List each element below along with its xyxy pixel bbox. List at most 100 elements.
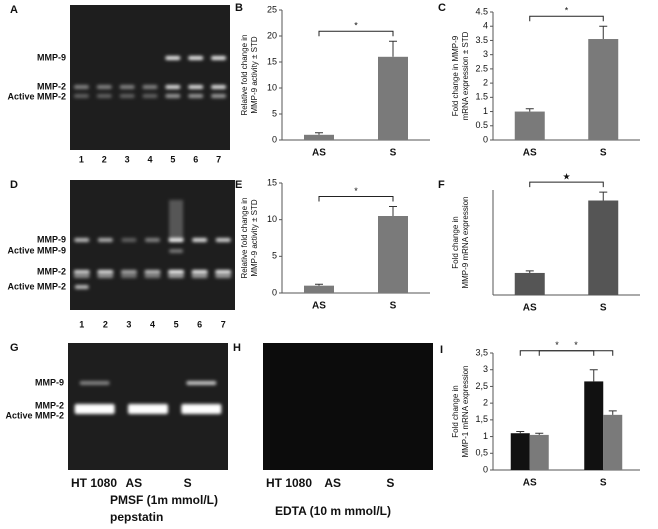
gel-band <box>191 274 208 278</box>
gel-band <box>144 270 161 274</box>
y-tick-label: 1 <box>483 106 488 116</box>
error-bar <box>315 283 323 286</box>
band-label: MMP-9 <box>37 52 66 62</box>
error-bar <box>599 25 608 40</box>
y-tick-label: 0.5 <box>475 120 488 130</box>
x-tick-label: AS <box>523 478 537 489</box>
bar <box>529 434 549 470</box>
y-tick-label: 3 <box>483 49 488 59</box>
error-bar <box>525 270 534 273</box>
gel-band <box>120 270 137 274</box>
gel-band <box>74 285 89 289</box>
y-tick-label: 0 <box>272 134 277 144</box>
gel-band <box>74 404 115 414</box>
gel-band <box>168 270 185 274</box>
y-tick-label: 2 <box>483 398 488 408</box>
x-tick-label: S <box>600 478 607 489</box>
gel-caption: EDTA (10 m mmol/L) <box>275 504 391 518</box>
y-tick-label: 15 <box>267 56 277 66</box>
bar <box>378 216 408 293</box>
lane-label: 5 <box>170 154 175 164</box>
x-tick-label: S <box>390 148 397 159</box>
gel-band <box>120 274 137 278</box>
error-bar <box>535 432 544 435</box>
significance-mark: * <box>555 340 559 350</box>
error-bar <box>389 40 397 57</box>
gel-band <box>188 56 204 60</box>
gel-band <box>186 381 217 385</box>
gel-band <box>73 270 90 274</box>
panel-label: C <box>438 2 446 14</box>
error-bar <box>525 108 534 112</box>
significance-bracket <box>529 15 604 22</box>
bar <box>304 285 334 293</box>
gel-band <box>215 274 232 278</box>
bar <box>603 414 623 470</box>
y-tick-label: 15 <box>267 177 277 187</box>
y-axis-label: Fold change inMMP-1 mRNA expression <box>451 365 470 457</box>
y-tick-label: 0 <box>483 464 488 474</box>
bar <box>514 272 545 295</box>
band-label: Active MMP-2 <box>7 281 66 291</box>
lane-label: 3 <box>126 319 131 329</box>
gel-band <box>168 274 185 278</box>
x-tick-label: AS <box>523 303 537 314</box>
x-tick-label: AS <box>312 301 326 312</box>
panel-label: G <box>10 342 19 354</box>
significance-bracket <box>318 30 394 37</box>
gel-band <box>97 270 114 274</box>
panel-label: B <box>235 2 243 14</box>
x-tick-label: AS <box>523 148 537 159</box>
gel-band <box>211 85 227 89</box>
lane-label: 2 <box>102 154 107 164</box>
significance-bracket <box>318 195 394 202</box>
lane-label: 7 <box>221 319 226 329</box>
gel-band <box>165 85 181 89</box>
y-tick-label: 0 <box>272 287 277 297</box>
y-tick-label: 1 <box>483 431 488 441</box>
band-label: MMP-9 <box>37 234 66 244</box>
y-tick-label: 5 <box>272 108 277 118</box>
x-tick-label: S <box>600 303 607 314</box>
y-tick-label: 4.5 <box>475 6 488 16</box>
gel-band <box>73 274 90 278</box>
gel-band <box>211 94 227 98</box>
band-label: MMP-9 <box>35 377 64 387</box>
significance-mark: * <box>354 21 358 31</box>
gel-band <box>215 238 231 242</box>
gel-band <box>97 238 113 242</box>
gel-band <box>96 94 112 98</box>
gel-band <box>165 56 181 60</box>
gel-band <box>119 85 135 89</box>
y-tick-label: 2,5 <box>475 381 488 391</box>
y-tick-label: 20 <box>267 30 277 40</box>
y-tick-label: 2.5 <box>475 63 488 73</box>
gel-band <box>181 404 222 414</box>
gel-background <box>70 180 235 310</box>
y-tick-label: 3,5 <box>475 347 488 357</box>
significance-bracket <box>529 181 604 188</box>
gel-band <box>145 238 160 242</box>
gel-band <box>121 238 137 242</box>
y-axis-label: Relative fold change inMMP-9 activity ± … <box>240 198 259 279</box>
significance-mark: * <box>565 6 569 16</box>
gel-band <box>142 94 158 98</box>
panel-label: A <box>10 4 18 16</box>
y-tick-label: 0,5 <box>475 448 488 458</box>
lane-label: 1 <box>79 154 84 164</box>
bar <box>588 200 619 295</box>
y-axis-label: Fold change in MMP-9mRNA expression ± ST… <box>451 31 470 120</box>
gel-band <box>96 85 112 89</box>
y-tick-label: 4 <box>483 21 488 31</box>
panel-label: D <box>10 179 18 191</box>
significance-mark: * <box>354 186 358 196</box>
panel-label: E <box>235 179 242 191</box>
band-label: Active MMP-2 <box>5 410 64 420</box>
lane-label: 6 <box>193 154 198 164</box>
gel-band <box>73 94 89 98</box>
lane-label: 4 <box>147 154 152 164</box>
gel-smear <box>169 200 184 240</box>
gel-band <box>188 85 204 89</box>
y-tick-label: 5 <box>272 251 277 261</box>
x-tick-label: AS <box>312 148 326 159</box>
